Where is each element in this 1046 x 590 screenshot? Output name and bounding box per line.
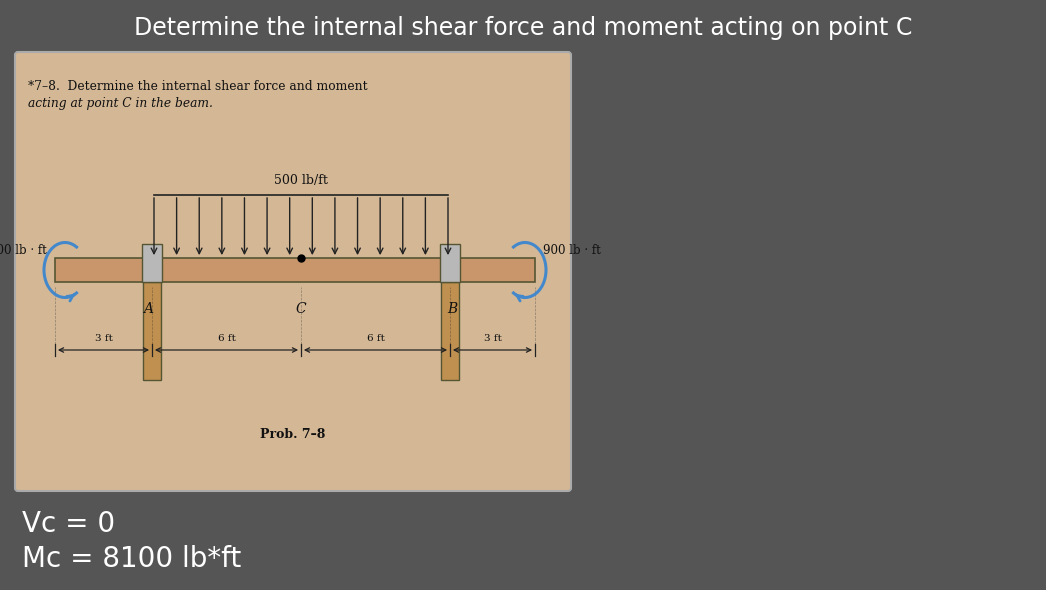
- Text: A: A: [143, 302, 153, 316]
- Text: Vc = 0: Vc = 0: [22, 510, 115, 538]
- FancyBboxPatch shape: [15, 52, 571, 491]
- Bar: [142, 244, 162, 282]
- Text: C: C: [296, 302, 306, 316]
- Text: B: B: [447, 302, 457, 316]
- Text: 3 ft: 3 ft: [94, 334, 112, 343]
- Bar: [55, 258, 535, 282]
- Text: Determine the internal shear force and moment acting on point C: Determine the internal shear force and m…: [134, 16, 912, 40]
- Text: *7–8.  Determine the internal shear force and moment: *7–8. Determine the internal shear force…: [28, 80, 367, 93]
- Text: 6 ft: 6 ft: [218, 334, 235, 343]
- Text: 500 lb/ft: 500 lb/ft: [274, 174, 328, 187]
- Bar: [440, 244, 460, 282]
- Text: 6 ft: 6 ft: [366, 334, 385, 343]
- Text: 900 lb · ft: 900 lb · ft: [543, 244, 600, 257]
- Bar: [441, 282, 459, 380]
- Text: acting at point C in the beam.: acting at point C in the beam.: [28, 97, 213, 110]
- Text: Mc = 8100 lb*ft: Mc = 8100 lb*ft: [22, 545, 242, 573]
- Text: Prob. 7–8: Prob. 7–8: [260, 428, 325, 441]
- Bar: [143, 282, 161, 380]
- Text: 900 lb · ft: 900 lb · ft: [0, 244, 47, 257]
- Text: 3 ft: 3 ft: [483, 334, 501, 343]
